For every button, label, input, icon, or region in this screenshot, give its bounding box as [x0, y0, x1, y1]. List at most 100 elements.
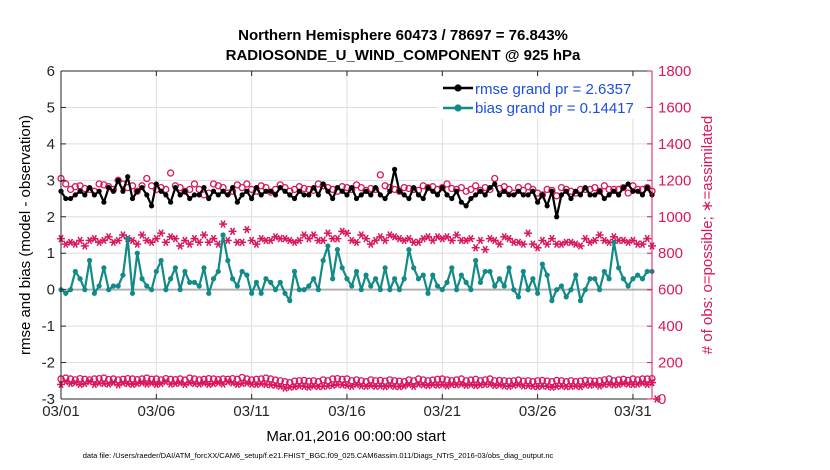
obs-possible-marker [472, 375, 480, 383]
asterisk-stroke [473, 381, 479, 390]
asterisk-stroke [406, 380, 412, 389]
asterisk-stroke [134, 379, 140, 388]
rmse-point [148, 203, 155, 209]
asterisk-stroke [458, 380, 465, 388]
asterisk-stroke [296, 382, 302, 390]
asterisk-stroke [244, 225, 250, 234]
obs-possible-marker [166, 169, 175, 177]
bias-point [425, 290, 431, 296]
asterisk-stroke [549, 234, 555, 243]
asterisk-stroke [306, 234, 312, 243]
obs-assimilated-marker [462, 381, 471, 390]
asterisk-stroke [539, 236, 546, 245]
bias-point [420, 272, 426, 278]
obs-possible-marker [505, 377, 513, 385]
bias-point [444, 279, 450, 285]
obs-assimilated-marker [180, 236, 189, 245]
bias-point [249, 290, 255, 296]
rmse-point [101, 199, 107, 205]
rmse-point [139, 185, 145, 191]
bias-point [463, 279, 469, 285]
obs-assimilated-marker [185, 378, 194, 387]
asterisk-stroke [177, 242, 183, 250]
rmse-point [291, 195, 298, 202]
obs-possible-marker [629, 375, 637, 383]
obs-assimilated-marker [128, 236, 137, 245]
obs-assimilated-marker [295, 236, 304, 245]
obs-assimilated-marker [99, 236, 108, 245]
rmse-point [511, 192, 517, 198]
asterisk-stroke [377, 382, 383, 390]
rmse-point [353, 195, 360, 202]
asterisk-stroke [606, 380, 612, 388]
asterisk-stroke [258, 379, 264, 388]
grid-lines [60, 70, 652, 400]
obs-possible-marker [376, 171, 384, 179]
obs-assimilated-marker [195, 238, 204, 247]
obs-assimilated-marker [485, 380, 494, 388]
obs-assimilated-marker [547, 234, 556, 243]
bias-point [363, 272, 369, 278]
asterisk-stroke [415, 238, 422, 247]
rmse-point [158, 188, 164, 194]
obs-possible-marker [143, 174, 151, 183]
obs-assimilated-marker [76, 236, 85, 245]
rmse-point [501, 188, 507, 194]
asterisk-stroke [206, 238, 212, 247]
obs-possible-marker [209, 375, 218, 383]
rmse-point [377, 192, 383, 198]
rmse-point [425, 185, 431, 191]
obs-assimilated-marker [309, 231, 318, 239]
obs-assimilated-marker [538, 236, 547, 245]
rmse-point [258, 192, 264, 198]
asterisk-stroke [606, 238, 612, 247]
asterisk-stroke [506, 382, 512, 391]
asterisk-stroke [449, 380, 455, 389]
rmse-point [535, 199, 541, 205]
asterisk-stroke [139, 231, 145, 239]
obs-assimilated-marker [242, 379, 251, 387]
x-tick-label: 03/06 [138, 403, 176, 420]
rmse-point [110, 188, 117, 194]
bias-point [430, 272, 436, 278]
obs-assimilated-marker [595, 382, 604, 390]
obs-possible-marker [553, 192, 561, 200]
asterisk-stroke [411, 238, 417, 247]
asterisk-stroke [129, 380, 136, 389]
asterisk-stroke [415, 380, 422, 388]
rmse-point [344, 192, 350, 198]
obs-assimilated-marker [362, 234, 371, 243]
asterisk-stroke [458, 236, 465, 245]
legend-marker-rmse [454, 84, 462, 92]
obs-assimilated-marker [199, 231, 208, 239]
rmse-point [620, 185, 627, 191]
y-tick-label-right: 600 [658, 282, 683, 299]
asterisk-stroke [372, 236, 379, 245]
bias-point [458, 272, 464, 278]
rmse-point [496, 192, 503, 198]
asterisk-stroke [487, 380, 493, 388]
rmse-point [182, 188, 188, 194]
obs-possible-marker [567, 377, 575, 385]
obs-assimilated-marker [519, 240, 528, 248]
asterisk-stroke [635, 240, 641, 248]
bias-point [101, 265, 107, 271]
obs-possible-marker [286, 378, 294, 387]
bias-point [315, 287, 321, 293]
obs-assimilated-marker [514, 380, 523, 389]
bias-point [601, 268, 607, 275]
asterisk-stroke [320, 236, 326, 245]
rmse-point [430, 188, 436, 194]
bias-point [206, 290, 212, 296]
y-tick-label-right: 200 [658, 355, 683, 372]
asterisk-stroke [401, 382, 407, 390]
obs-assimilated-marker [590, 380, 599, 389]
asterisk-stroke [630, 380, 636, 389]
obs-assimilated-marker [80, 242, 89, 250]
obs-assimilated-marker [342, 381, 351, 390]
asterisk-stroke [654, 395, 660, 403]
obs-assimilated-marker [209, 379, 218, 388]
rmse-point [253, 185, 260, 191]
y-tick-label-right: 800 [658, 245, 683, 262]
